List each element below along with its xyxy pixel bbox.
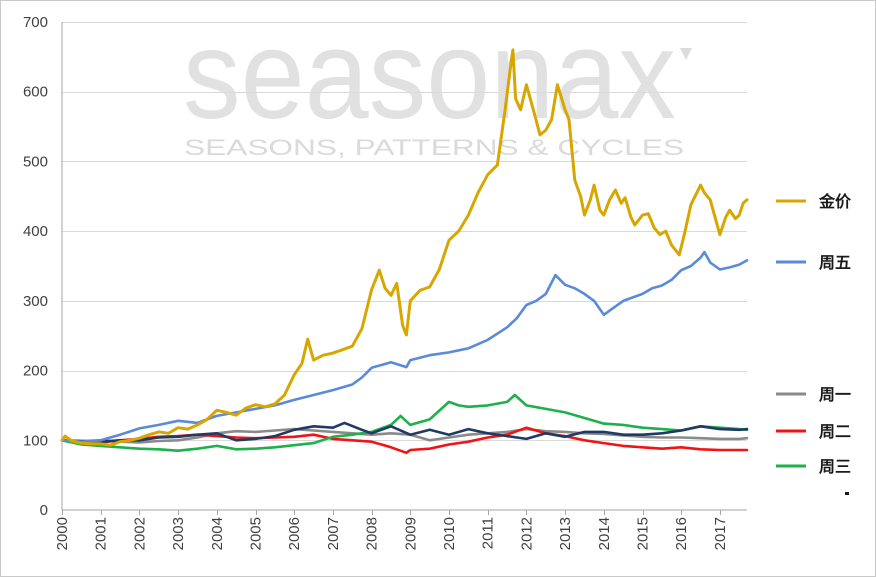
x-tick-label: 2015 <box>635 517 652 550</box>
legend-label: 周五 <box>819 253 851 272</box>
x-tick-labels: 2000 2001 2002 2003 2004 2005 2006 2007 2008 2009… <box>54 517 729 550</box>
gridlines <box>62 22 747 441</box>
series-lines <box>60 48 749 455</box>
x-tick-label: 2008 <box>364 517 381 550</box>
series-line-gold-price <box>60 48 749 447</box>
watermark-tagline: SEASONS, PATTERNS & CYCLES <box>184 135 684 160</box>
y-tick-label: 500 <box>23 153 48 170</box>
y-tick-label: 400 <box>23 223 48 240</box>
x-tick-label: 2002 <box>131 517 148 550</box>
y-tick-label: 0 <box>40 502 48 519</box>
y-tick-label: 600 <box>23 84 48 101</box>
x-tick-label: 2005 <box>248 517 265 550</box>
x-tick-label: 2001 <box>93 517 110 550</box>
x-tick-label: 2012 <box>518 517 535 550</box>
x-tick-label: 2004 <box>209 517 226 550</box>
x-tick-label: 2011 <box>480 517 497 549</box>
legend-label: 周一 <box>819 385 851 404</box>
x-tick-marks <box>62 510 721 515</box>
series-line-wednesday <box>60 393 749 452</box>
legend-label: 金价 <box>818 192 852 211</box>
series-line-unlabeled <box>60 421 749 443</box>
legend-label: 周二 <box>819 422 851 441</box>
y-tick-label: 300 <box>23 293 48 310</box>
legend-label: 周三 <box>819 457 851 476</box>
watermark-logo-text: seasonax <box>183 4 676 145</box>
series-line-friday <box>60 250 749 443</box>
y-tick-label: 700 <box>23 14 48 31</box>
y-tick-labels: 0 100 200 300 400 500 600 700 <box>23 14 48 519</box>
legend-fragment-mark <box>845 492 849 495</box>
y-tick-label: 100 <box>23 432 48 449</box>
x-tick-label: 2014 <box>596 517 613 550</box>
x-tick-label: 2006 <box>286 517 303 550</box>
watermark: seasonax SEASONS, PATTERNS & CYCLES <box>183 4 692 160</box>
x-tick-label: 2010 <box>441 517 458 550</box>
y-tick-label: 200 <box>23 363 48 380</box>
x-tick-label: 2016 <box>673 517 690 550</box>
x-tick-label: 2000 <box>54 517 71 550</box>
x-tick-label: 2003 <box>170 517 187 550</box>
x-tick-label: 2007 <box>325 517 342 550</box>
x-tick-label: 2009 <box>402 517 419 550</box>
x-tick-label: 2013 <box>557 517 574 550</box>
logo-arrow-icon <box>680 48 692 60</box>
x-tick-label: 2017 <box>712 517 729 550</box>
